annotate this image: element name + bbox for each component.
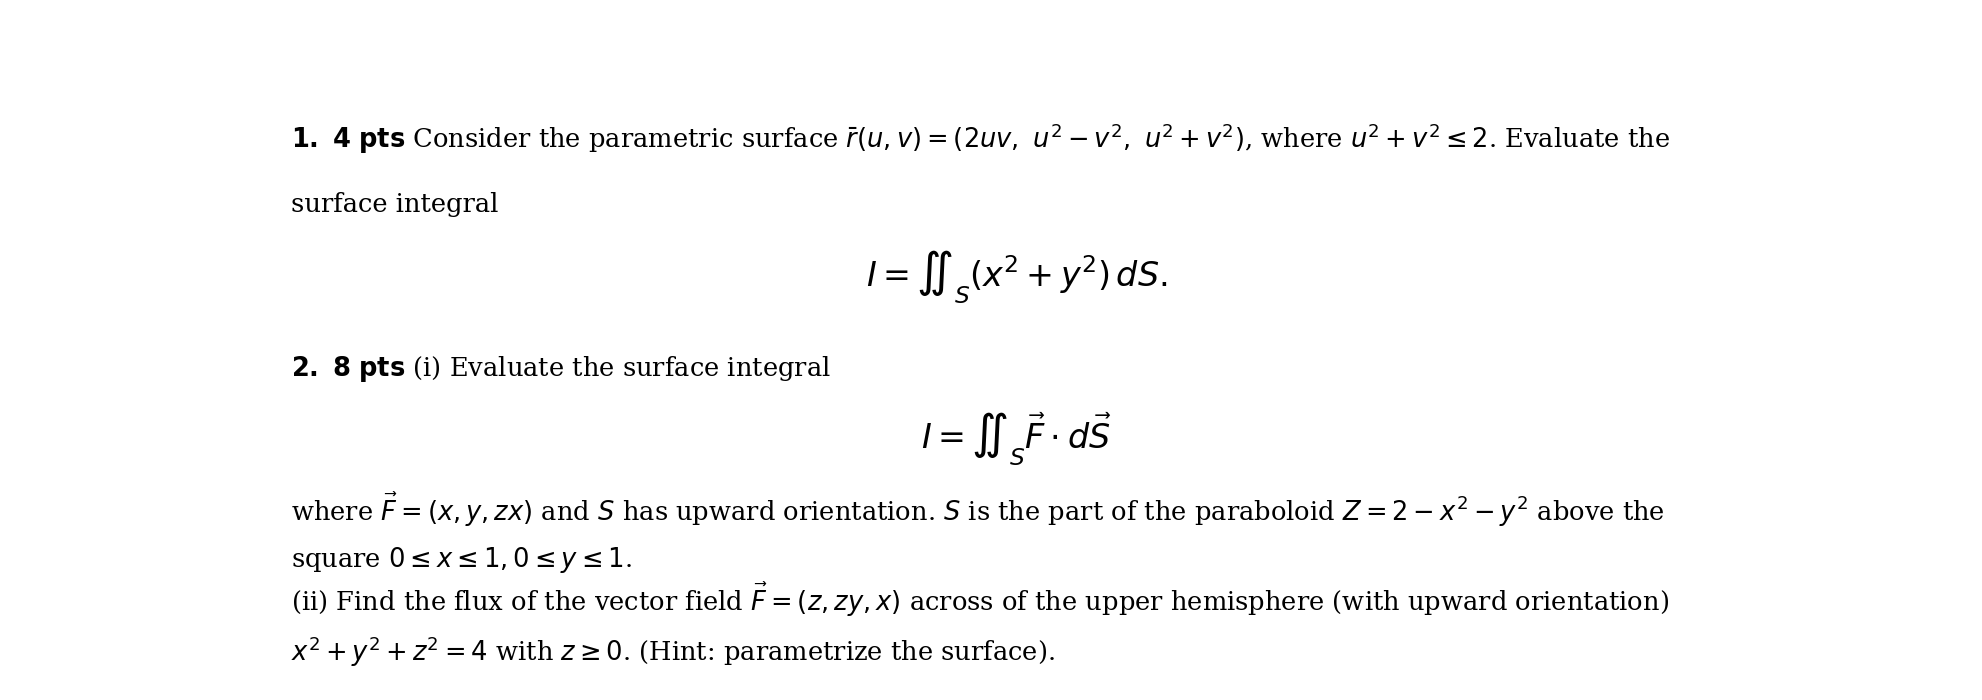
- Text: $x^2+y^2+z^2=4$ with $z \geq 0$. (Hint: parametrize the surface).: $x^2+y^2+z^2=4$ with $z \geq 0$. (Hint: …: [291, 635, 1054, 669]
- Text: surface integral: surface integral: [291, 192, 497, 217]
- Text: where $\vec{F} = (x,y,zx)$ and $S$ has upward orientation. $S$ is the part of th: where $\vec{F} = (x,y,zx)$ and $S$ has u…: [291, 491, 1665, 529]
- Text: $\mathbf{1.\ 4\ pts}$ Consider the parametric surface $\bar{r}(u,v) = (2uv,\ u^2: $\mathbf{1.\ 4\ pts}$ Consider the param…: [291, 122, 1669, 156]
- Text: (ii) Find the flux of the vector field $\vec{F} = (z,zy,x)$ across of the upper : (ii) Find the flux of the vector field $…: [291, 581, 1669, 620]
- Text: square $0 \leq x \leq 1, 0 \leq y \leq 1$.: square $0 \leq x \leq 1, 0 \leq y \leq 1…: [291, 545, 632, 575]
- Text: $I = \iint_S (x^2+y^2)\,dS.$: $I = \iint_S (x^2+y^2)\,dS.$: [866, 248, 1165, 306]
- Text: $I = \iint_S \vec{F} \cdot d\vec{S}$: $I = \iint_S \vec{F} \cdot d\vec{S}$: [922, 410, 1110, 468]
- Text: $\mathbf{2.\ 8\ pts}$ (i) Evaluate the surface integral: $\mathbf{2.\ 8\ pts}$ (i) Evaluate the s…: [291, 354, 830, 384]
